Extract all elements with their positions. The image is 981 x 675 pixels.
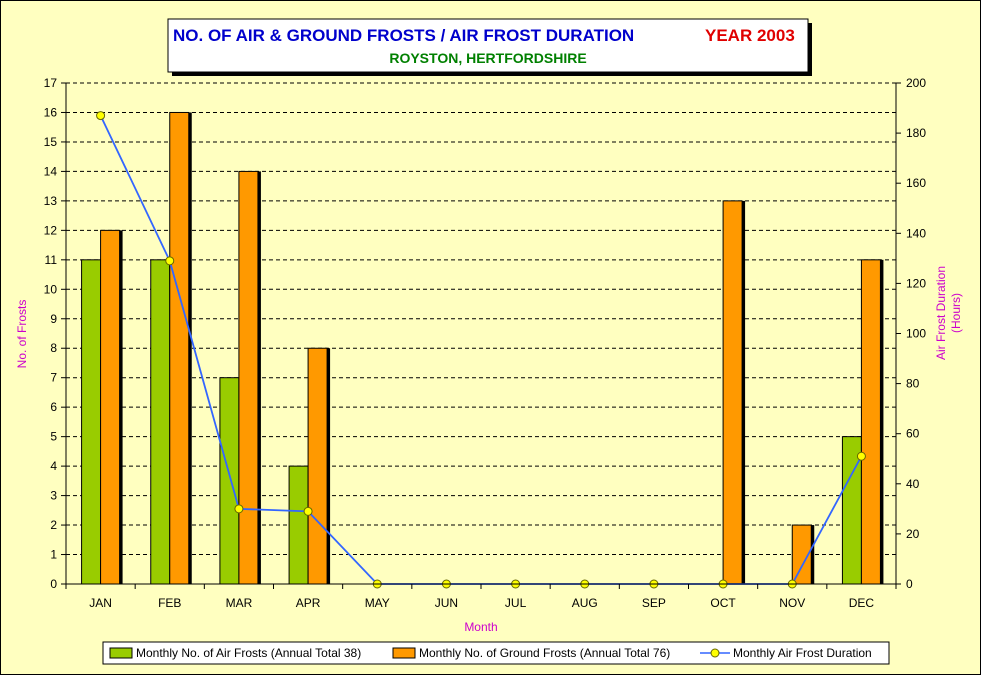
bar-ground-frosts (860, 259, 881, 585)
legend-label-ground-frosts: Monthly No. of Ground Frosts (Annual Tot… (419, 646, 670, 660)
legend-label-duration: Monthly Air Frost Duration (733, 646, 872, 660)
y-tick-label: 3 (50, 489, 57, 503)
x-tick-label: OCT (710, 596, 736, 610)
y-tick-label: 7 (50, 371, 57, 385)
duration-point (234, 504, 244, 514)
y2-tick-label: 160 (906, 176, 926, 190)
bar-ground-frosts (238, 170, 259, 585)
duration-point (165, 256, 175, 266)
title-box-panel (167, 18, 809, 73)
legend-marker-duration (710, 648, 720, 658)
chart-subtitle: ROYSTON, HERTFORDSHIRE (389, 50, 586, 66)
bar-ground-frosts (169, 111, 190, 585)
y2-tick-label: 0 (906, 577, 913, 591)
duration-point (856, 451, 866, 461)
y2-tick-label: 120 (906, 276, 926, 290)
legend: Monthly No. of Air Frosts (Annual Total … (102, 641, 890, 665)
y-tick-label: 12 (44, 223, 58, 237)
y2-tick-label: 80 (906, 377, 920, 391)
x-tick-label: DEC (849, 596, 875, 610)
duration-point (303, 506, 313, 516)
x-axis-title: Month (464, 620, 497, 634)
y2-tick-label: 20 (906, 527, 920, 541)
legend-label-air-frosts: Monthly No. of Air Frosts (Annual Total … (136, 646, 361, 660)
y2-tick-label: 40 (906, 477, 920, 491)
y2-axis-title-line1: Air Frost Duration (934, 266, 948, 360)
y-tick-label: 4 (50, 459, 57, 473)
x-tick-label: JUL (505, 596, 527, 610)
y-axis-title: No. of Frosts (15, 300, 29, 369)
y2-tick-label: 200 (906, 76, 926, 90)
x-tick-label: JUN (435, 596, 458, 610)
bars (81, 111, 884, 585)
bar-ground-frosts (307, 347, 328, 585)
y-tick-label: 1 (50, 548, 57, 562)
chart-title-year: YEAR 2003 (705, 26, 795, 45)
y-tick-label: 0 (50, 577, 57, 591)
chart-title: NO. OF AIR & GROUND FROSTS / AIR FROST D… (173, 26, 634, 45)
bar-air-frosts (150, 259, 171, 585)
y2-tick-label: 60 (906, 427, 920, 441)
legend-swatch-ground-frosts (392, 647, 416, 659)
y-tick-label: 5 (50, 430, 57, 444)
x-tick-label: MAY (365, 596, 390, 610)
legend-swatch-air-frosts (109, 647, 133, 659)
x-tick-label: JAN (89, 596, 112, 610)
y-tick-label: 17 (44, 76, 58, 90)
y-tick-label: 11 (45, 253, 58, 267)
y-tick-label: 15 (44, 135, 58, 149)
bar-ground-frosts (100, 229, 121, 585)
gridlines (66, 82, 896, 584)
y2-axis-title-line2: (Hours) (949, 293, 963, 333)
plot-area (66, 83, 896, 584)
y-tick-label: 9 (50, 312, 57, 326)
y-tick-label: 10 (44, 282, 58, 296)
bar-air-frosts (219, 377, 240, 585)
x-tick-label: SEP (642, 596, 666, 610)
x-tick-label: AUG (572, 596, 598, 610)
bar-air-frosts (288, 465, 309, 585)
y-tick-label: 6 (50, 400, 57, 414)
y2-tick-label: 180 (906, 126, 926, 140)
x-tick-label: MAR (226, 596, 253, 610)
axes: 0123456789101112131415161702040608010012… (44, 76, 927, 610)
y2-tick-label: 140 (906, 226, 926, 240)
y-tick-label: 8 (50, 341, 57, 355)
x-tick-label: NOV (779, 596, 805, 610)
legend-box (102, 641, 890, 665)
y-tick-label: 16 (44, 105, 58, 119)
bar-air-frosts (81, 259, 102, 585)
y2-tick-label: 100 (906, 327, 926, 341)
title-box: NO. OF AIR & GROUND FROSTS / AIR FROST D… (167, 18, 812, 76)
x-tick-label: FEB (158, 596, 181, 610)
duration-point (96, 111, 106, 121)
y-tick-label: 13 (44, 194, 58, 208)
bar-ground-frosts (722, 200, 743, 585)
y-tick-label: 2 (50, 518, 57, 532)
x-tick-label: APR (296, 596, 321, 610)
y-tick-label: 14 (44, 164, 58, 178)
